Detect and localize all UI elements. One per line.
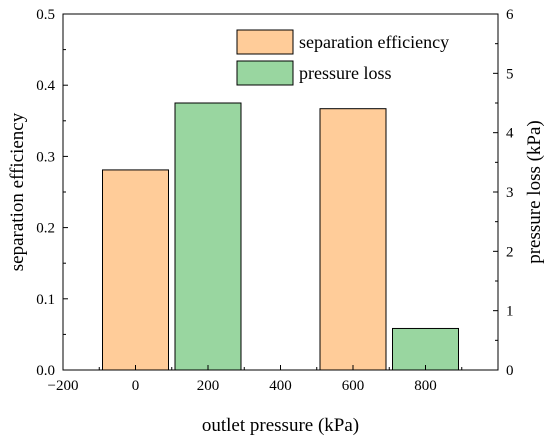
y-right-tick-label: 3 bbox=[506, 185, 514, 201]
y-right-tick-label: 6 bbox=[506, 7, 514, 23]
y-axis-right-title: pressure loss (kPa) bbox=[524, 120, 545, 264]
x-tick-label: 600 bbox=[342, 378, 365, 394]
x-tick-label: 800 bbox=[414, 378, 437, 394]
legend-label-separation-efficiency: separation efficiency bbox=[299, 32, 449, 52]
bars-layer bbox=[102, 102, 459, 371]
y-left-tick-label: 0.0 bbox=[36, 363, 55, 379]
x-tick-label: 0 bbox=[132, 378, 140, 394]
legend: separation efficiency pressure loss bbox=[236, 29, 449, 86]
y-left-tick-label: 0.1 bbox=[36, 292, 55, 308]
y-right-tick-label: 4 bbox=[506, 126, 514, 142]
x-axis-title: outlet pressure (kPa) bbox=[202, 415, 359, 436]
y-left-tick-label: 0.5 bbox=[36, 7, 55, 23]
y-axis-left-title: separation efficiency bbox=[7, 112, 28, 271]
legend-swatch-separation-efficiency bbox=[236, 29, 294, 55]
legend-label-pressure-loss: pressure loss bbox=[299, 63, 392, 83]
x-tick-label: 200 bbox=[197, 378, 220, 394]
y-left-tick-label: 0.3 bbox=[36, 149, 55, 165]
y-left-tick-label: 0.2 bbox=[36, 221, 55, 237]
bar-separation-efficiency-0 bbox=[102, 169, 169, 371]
y-right-tick-label: 1 bbox=[506, 304, 514, 320]
y-right-tick-label: 5 bbox=[506, 66, 514, 82]
bar-pressure-loss-800 bbox=[392, 327, 459, 371]
y-right-tick-label: 2 bbox=[506, 244, 514, 260]
legend-swatch-pressure-loss bbox=[236, 60, 294, 86]
x-tick-label: 400 bbox=[269, 378, 292, 394]
bar-pressure-loss-200 bbox=[174, 102, 242, 371]
y-left-tick-label: 0.4 bbox=[36, 78, 55, 94]
y-right-tick-label: 0 bbox=[506, 363, 514, 379]
x-tick-label: −200 bbox=[48, 378, 79, 394]
ticks-layer: −200 0 200 400 600 800 0.0 0.1 0.2 0.3 0.4 0.5 0 1 2 3 4… bbox=[36, 7, 514, 394]
bar-separation-efficiency-600 bbox=[319, 108, 387, 371]
